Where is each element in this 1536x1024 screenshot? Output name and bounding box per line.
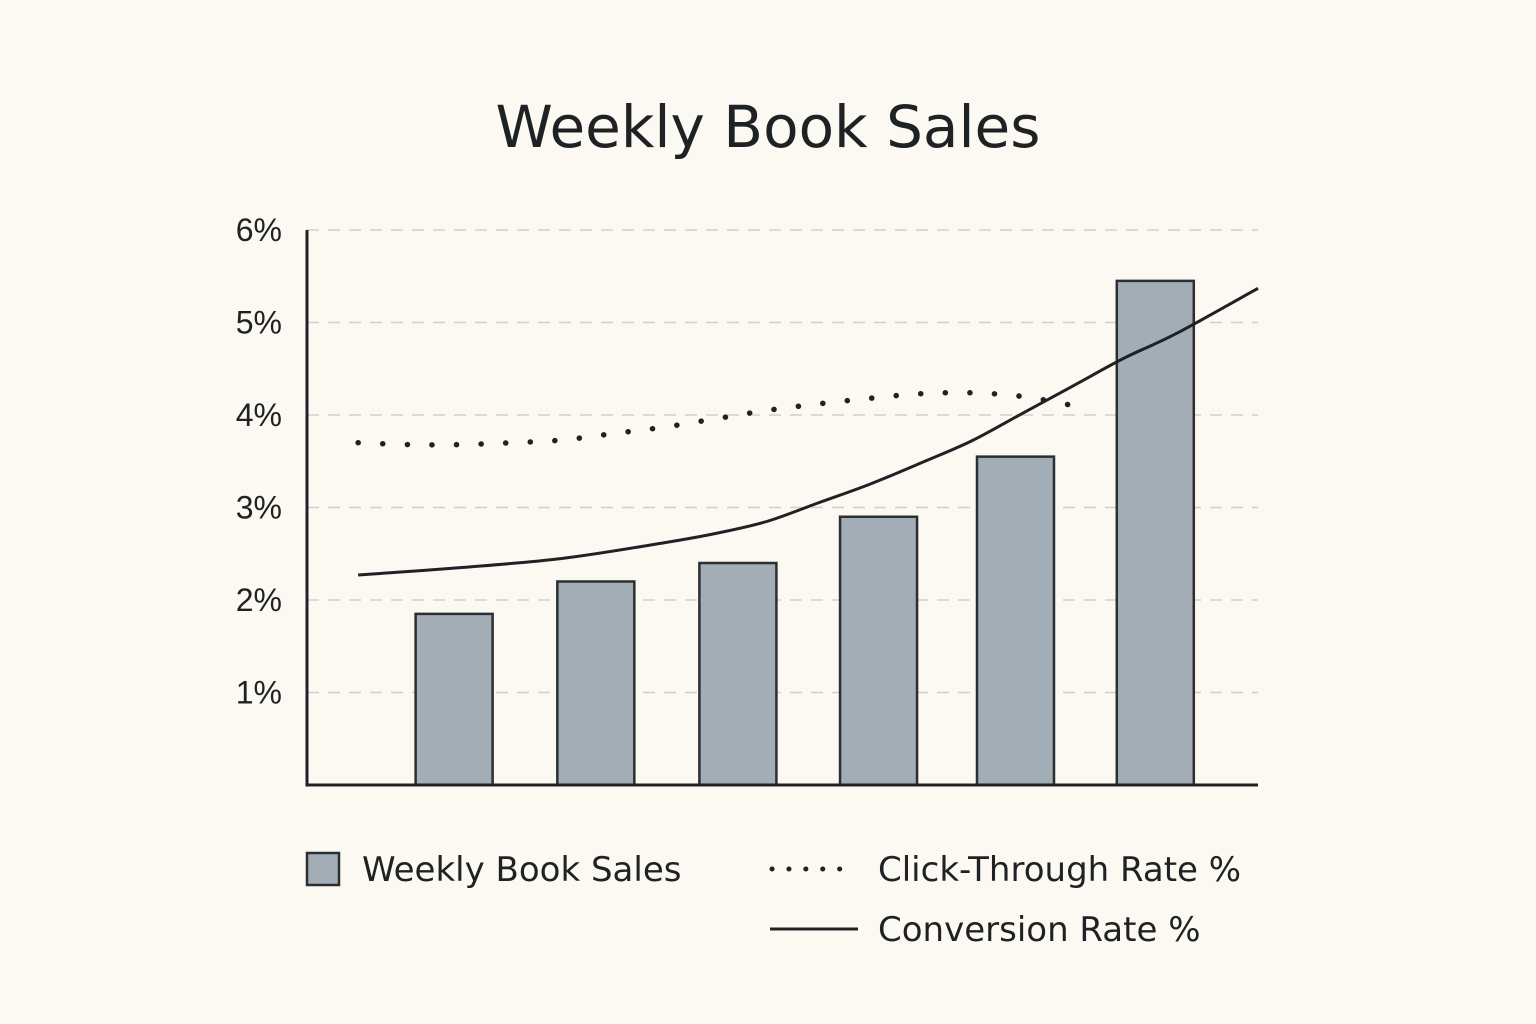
bar-5 (975, 455, 1056, 787)
y-tick-label: 2% (236, 582, 282, 618)
line-series (355, 286, 1259, 577)
legend: Weekly Book Sales Click-Through Rate % Con… (305, 850, 1241, 950)
bar-4 (838, 515, 919, 787)
legend-label-conversion-rate: Conversion Rate % (878, 910, 1201, 950)
conversion-rate-line (358, 286, 1259, 577)
y-tick-label: 1% (236, 675, 282, 711)
legend-label-weekly-book-sales: Weekly Book Sales (362, 850, 681, 890)
bar-3 (698, 561, 778, 787)
bar-1 (414, 612, 494, 787)
y-tick-labels: 1% 2% 3% 4% 5% 6% (236, 212, 282, 711)
legend-label-click-through-rate: Click-Through Rate % (878, 850, 1241, 890)
bar-6 (1115, 279, 1196, 787)
legend-swatch-bar (305, 851, 341, 887)
bar-series (414, 279, 1196, 787)
axes (305, 230, 1258, 787)
chart-title: Weekly Book Sales (496, 93, 1041, 161)
y-tick-label: 4% (236, 397, 282, 433)
y-tick-label: 6% (236, 212, 282, 248)
y-tick-label: 5% (236, 305, 282, 341)
click-through-rate-line (355, 389, 1077, 448)
bar-2 (556, 580, 636, 787)
y-tick-label: 3% (236, 490, 282, 526)
